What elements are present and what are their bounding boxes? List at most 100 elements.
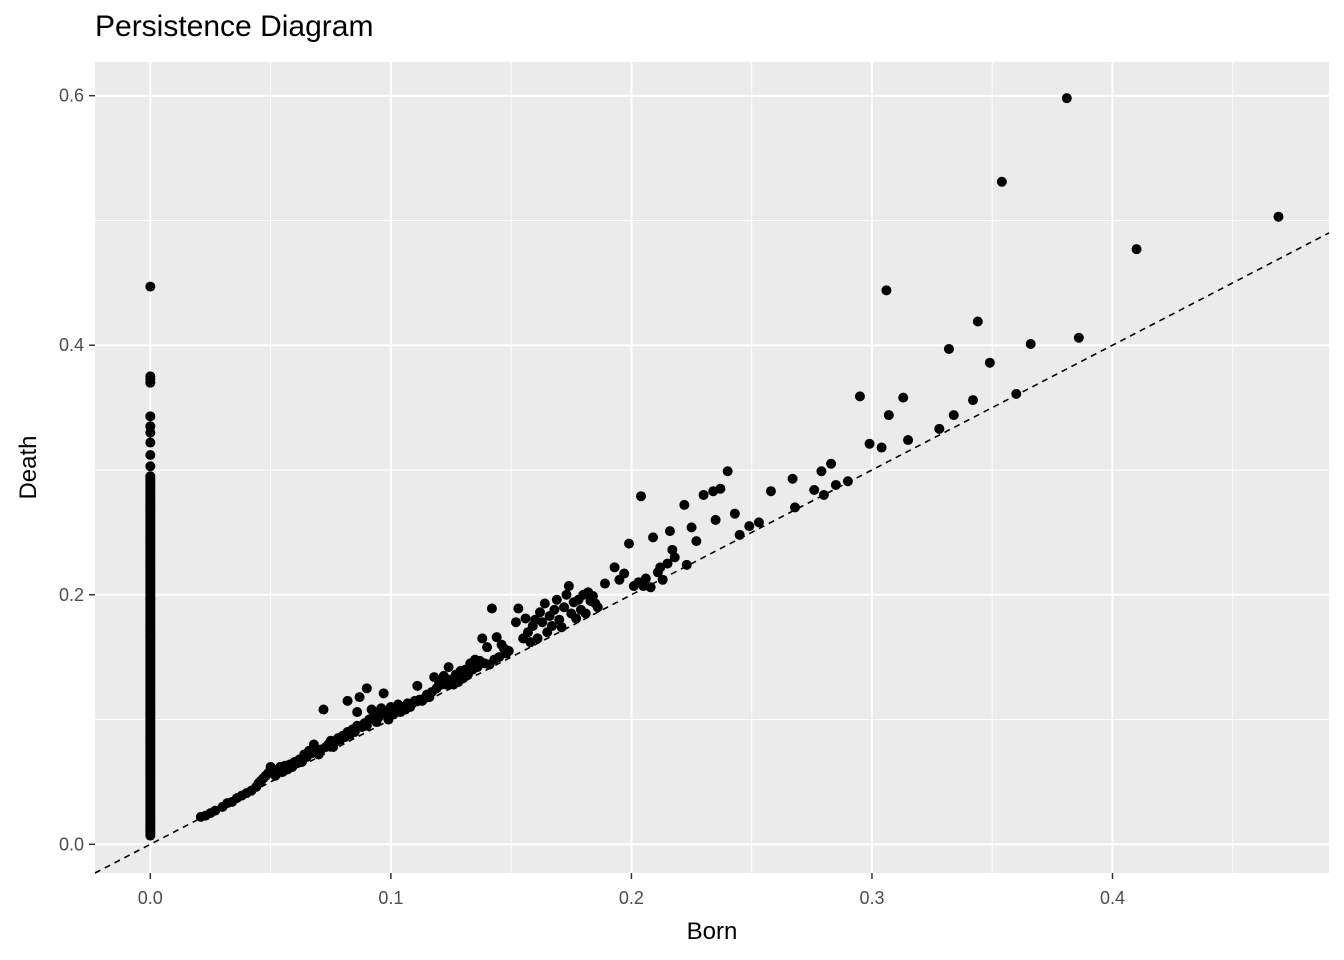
data-point: [883, 410, 894, 421]
data-point: [967, 395, 978, 406]
data-point: [1273, 211, 1284, 222]
data-point: [145, 461, 156, 472]
data-point: [503, 645, 514, 656]
data-point: [715, 483, 726, 494]
data-point: [145, 281, 156, 292]
data-point: [826, 458, 837, 469]
data-point: [691, 536, 702, 547]
major-gridlines: [95, 62, 1329, 873]
data-point: [145, 471, 156, 482]
data-point: [547, 620, 558, 631]
data-point: [734, 529, 745, 540]
data-point: [854, 391, 865, 402]
data-point: [996, 176, 1007, 187]
data-point: [443, 662, 454, 673]
chart-title: Persistence Diagram: [95, 10, 374, 43]
data-point: [592, 602, 603, 613]
data-point: [145, 437, 156, 448]
data-point: [984, 357, 995, 368]
y-axis: 0.0 0.2 0.4 0.6: [59, 86, 95, 854]
minor-gridlines: [95, 62, 1329, 873]
data-point: [881, 285, 892, 296]
data-point: [352, 707, 363, 718]
data-point: [1131, 244, 1142, 255]
data-point: [491, 632, 502, 643]
plot-panel: [95, 62, 1329, 873]
data-point: [679, 499, 690, 510]
data-point: [551, 594, 562, 605]
y-axis-title: Death: [15, 435, 42, 499]
data-point: [809, 484, 820, 495]
data-point: [753, 517, 764, 528]
x-tick-label: 0.0: [138, 888, 163, 908]
data-point: [657, 574, 668, 585]
data-point: [818, 489, 829, 500]
data-point: [648, 532, 659, 543]
data-point: [539, 598, 550, 609]
data-point: [537, 617, 548, 628]
data-point: [145, 450, 156, 461]
data-point: [662, 558, 673, 569]
data-point: [556, 622, 567, 633]
data-point: [864, 438, 875, 449]
data-point: [681, 559, 692, 570]
data-point: [722, 466, 733, 477]
data-point: [599, 578, 610, 589]
data-point: [412, 680, 423, 691]
data-point: [580, 608, 591, 619]
data-point: [789, 502, 800, 513]
data-point: [559, 602, 570, 613]
data-point: [898, 392, 909, 403]
data-point: [934, 423, 945, 434]
data-point: [549, 604, 560, 615]
data-point: [535, 607, 546, 618]
data-point: [342, 695, 353, 706]
data-point: [619, 568, 630, 579]
x-tick-label: 0.3: [859, 888, 884, 908]
data-point: [532, 633, 543, 644]
data-point: [972, 316, 983, 327]
data-point: [482, 642, 493, 653]
data-points: [145, 93, 1284, 841]
data-point: [1073, 332, 1084, 343]
data-point: [378, 688, 389, 699]
data-point: [787, 473, 798, 484]
data-point: [145, 411, 156, 422]
data-point: [816, 466, 827, 477]
data-point: [513, 603, 524, 614]
data-point: [842, 476, 853, 487]
data-point: [571, 613, 582, 624]
data-point: [698, 489, 709, 500]
data-point: [744, 521, 755, 532]
data-point: [477, 633, 488, 644]
y-tick-label: 0.6: [59, 86, 84, 106]
data-point: [486, 603, 497, 614]
data-point: [664, 526, 675, 537]
data-point: [145, 371, 156, 382]
data-point: [636, 491, 647, 502]
data-point: [318, 704, 329, 715]
data-point: [609, 562, 620, 573]
data-point: [1025, 338, 1036, 349]
data-point: [361, 683, 372, 694]
x-tick-label: 0.4: [1100, 888, 1125, 908]
data-point: [765, 486, 776, 497]
data-point: [710, 514, 721, 525]
data-point: [563, 581, 574, 592]
data-point: [640, 573, 651, 584]
data-point: [1011, 388, 1022, 399]
data-point: [830, 479, 841, 490]
x-tick-label: 0.2: [619, 888, 644, 908]
data-point: [903, 435, 914, 446]
y-tick-label: 0.4: [59, 335, 84, 355]
data-point: [145, 421, 156, 432]
data-point: [943, 343, 954, 354]
data-point: [561, 589, 572, 600]
x-axis: 0.0 0.1 0.2 0.3 0.4: [138, 873, 1125, 908]
data-point: [876, 442, 887, 453]
data-point: [948, 410, 959, 421]
x-tick-label: 0.1: [378, 888, 403, 908]
y-tick-label: 0.2: [59, 585, 84, 605]
data-point: [1061, 93, 1072, 104]
